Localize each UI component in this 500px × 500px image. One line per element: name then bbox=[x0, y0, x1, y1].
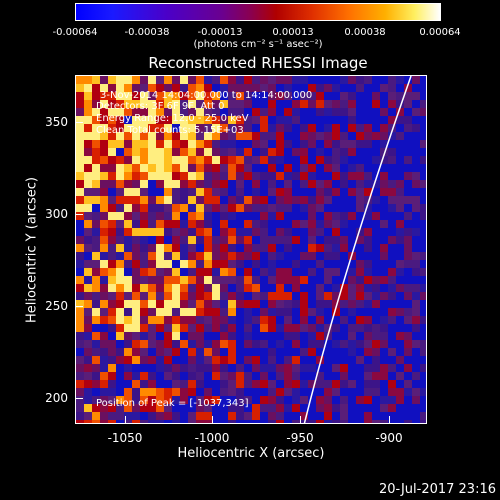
info-energy: Energy Range: 12.0 - 25.0 keV bbox=[96, 113, 249, 124]
x-tick-label: -900 bbox=[375, 431, 403, 445]
colorbar-tick: -0.00013 bbox=[197, 27, 243, 38]
info-detectors: Detectors: 3F 6F 9F, Att 0 bbox=[96, 101, 225, 112]
colorbar-tick: 0.00013 bbox=[272, 27, 314, 38]
x-tick-label: -950 bbox=[286, 431, 314, 445]
info-clean: Clean Total counts: 5.15E+03 bbox=[96, 125, 244, 136]
y-tick-label: 200 bbox=[45, 391, 68, 405]
x-tick-label: -1050 bbox=[107, 431, 143, 445]
rhessi-image: 3-Nov-2014 14:04:00.000 to 14:14:00.000 … bbox=[75, 75, 427, 424]
x-axis-label: Heliocentric X (arcsec) bbox=[177, 446, 325, 461]
y-tick-label: 300 bbox=[45, 207, 68, 221]
colorbar-tick: -0.00038 bbox=[124, 27, 170, 38]
colorbar-tick: 0.00064 bbox=[419, 27, 461, 38]
image-title: Reconstructed RHESSI Image bbox=[148, 54, 368, 72]
image-pixels bbox=[76, 76, 426, 423]
y-tick-label: 250 bbox=[45, 299, 68, 313]
x-tick-label: -1000 bbox=[194, 431, 230, 445]
timestamp: 20-Jul-2017 23:16 bbox=[378, 482, 496, 497]
colorbar-tick: 0.00038 bbox=[344, 27, 386, 38]
y-axis-label: Heliocentric Y (arcsec) bbox=[24, 177, 40, 323]
solar-limb bbox=[303, 76, 412, 423]
colorbar-units: (photons cm⁻² s⁻¹ asec⁻²) bbox=[193, 39, 323, 50]
colorbar bbox=[75, 3, 441, 21]
colorbar-tick: -0.00064 bbox=[52, 27, 98, 38]
info-peak: Position of Peak = [-1037,343] bbox=[96, 398, 249, 409]
y-tick-label: 350 bbox=[45, 115, 68, 129]
info-time: 3-Nov-2014 14:04:00.000 to 14:14:00.000 bbox=[100, 90, 313, 101]
